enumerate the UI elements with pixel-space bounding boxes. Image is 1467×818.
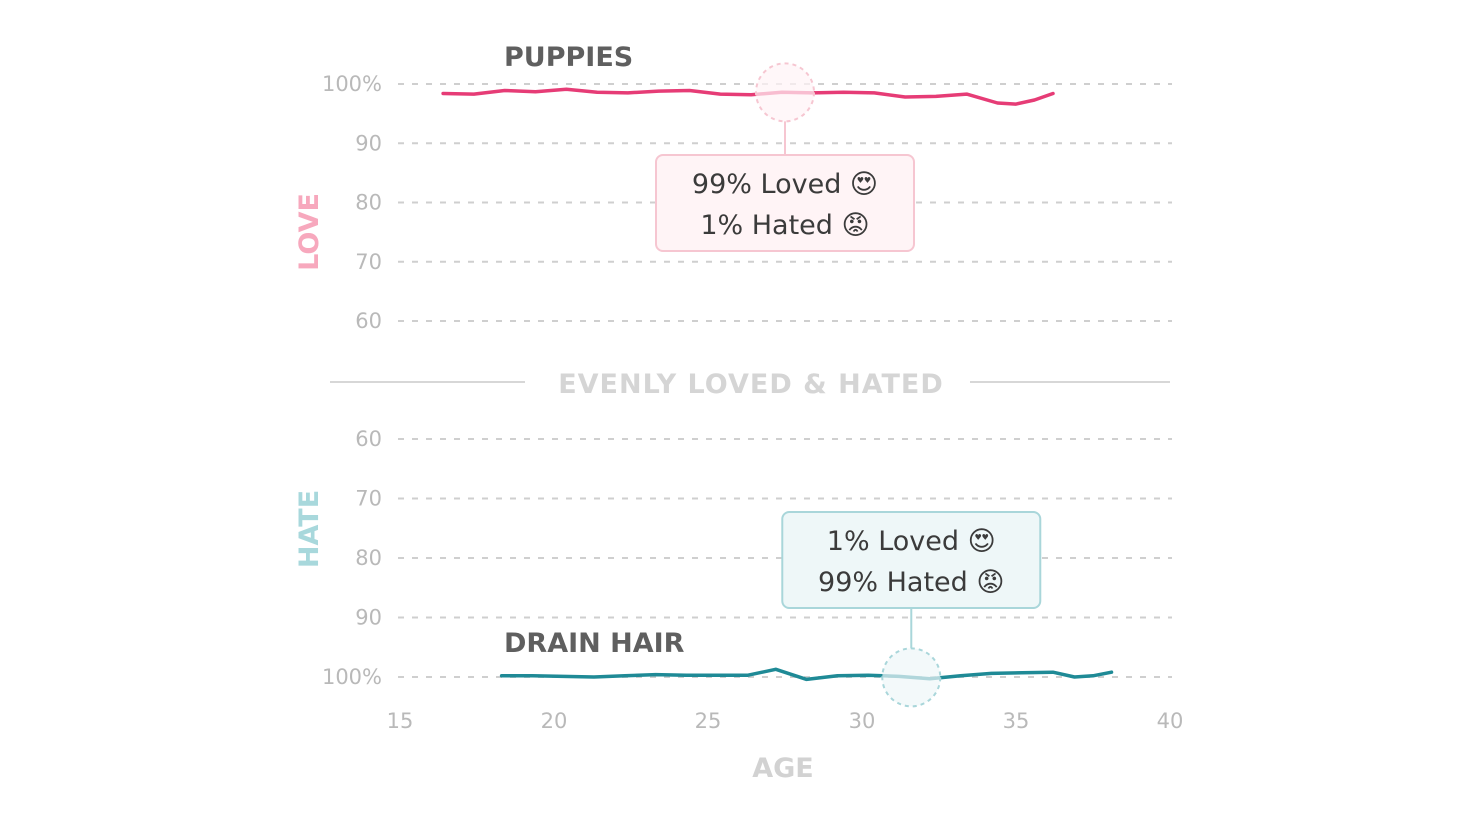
love-tick-label: 60 (355, 309, 382, 333)
puppies-tooltip: 99% Loved 😍 1% Hated 😡 (655, 62, 915, 252)
x-tick-label: 40 (1157, 709, 1184, 733)
hate-tick-label: 70 (355, 487, 382, 511)
drain-hair-tooltip: 1% Loved 😍 99% Hated 😡 (781, 511, 1042, 708)
drain-hair-tooltip-line: 1% Loved 😍 (827, 526, 996, 557)
puppies-line (441, 87, 1055, 106)
drain-hair-series-title: DRAIN HAIR (504, 628, 685, 659)
axis-titles: LOVE HATE AGE (294, 193, 814, 784)
divider-label: EVENLY LOVED & HATED (558, 369, 944, 400)
puppies-tooltip-line: 1% Hated 😡 (700, 210, 869, 241)
x-tick-label: 25 (695, 709, 722, 733)
drain-hair-tooltip-line: 99% Hated 😡 (818, 567, 1005, 598)
divider: EVENLY LOVED & HATED (330, 369, 1170, 400)
love-tick-label: 70 (355, 250, 382, 274)
hate-tick-label: 100% (322, 665, 382, 689)
tooltips: 99% Loved 😍 1% Hated 😡 1% Loved 😍 99% Hated… (655, 62, 1042, 708)
drain-hair-line (499, 667, 1114, 682)
drain-hair-tooltip-box (781, 511, 1042, 609)
love-axis-title: LOVE (294, 193, 325, 271)
puppies-tooltip-box (655, 154, 915, 252)
puppies-series-title: PUPPIES (504, 42, 633, 73)
x-axis-title: AGE (752, 753, 814, 784)
drain-hair-hover-marker (881, 647, 942, 708)
hate-axis-title: HATE (294, 490, 325, 568)
x-tick-label: 30 (849, 709, 876, 733)
love-tick-label: 90 (355, 131, 382, 155)
puppies-hover-marker (755, 62, 815, 123)
hate-tick-label: 60 (355, 427, 382, 451)
hate-tick-label: 90 (355, 606, 382, 630)
love-tick-label: 80 (355, 191, 382, 215)
love-tick-label: 100% (322, 72, 382, 96)
puppies-tooltip-line: 99% Loved 😍 (692, 169, 878, 200)
x-tick-label: 35 (1003, 709, 1030, 733)
hate-tick-label: 80 (355, 546, 382, 570)
x-tick-label: 20 (541, 709, 568, 733)
x-tick-label: 15 (387, 709, 414, 733)
